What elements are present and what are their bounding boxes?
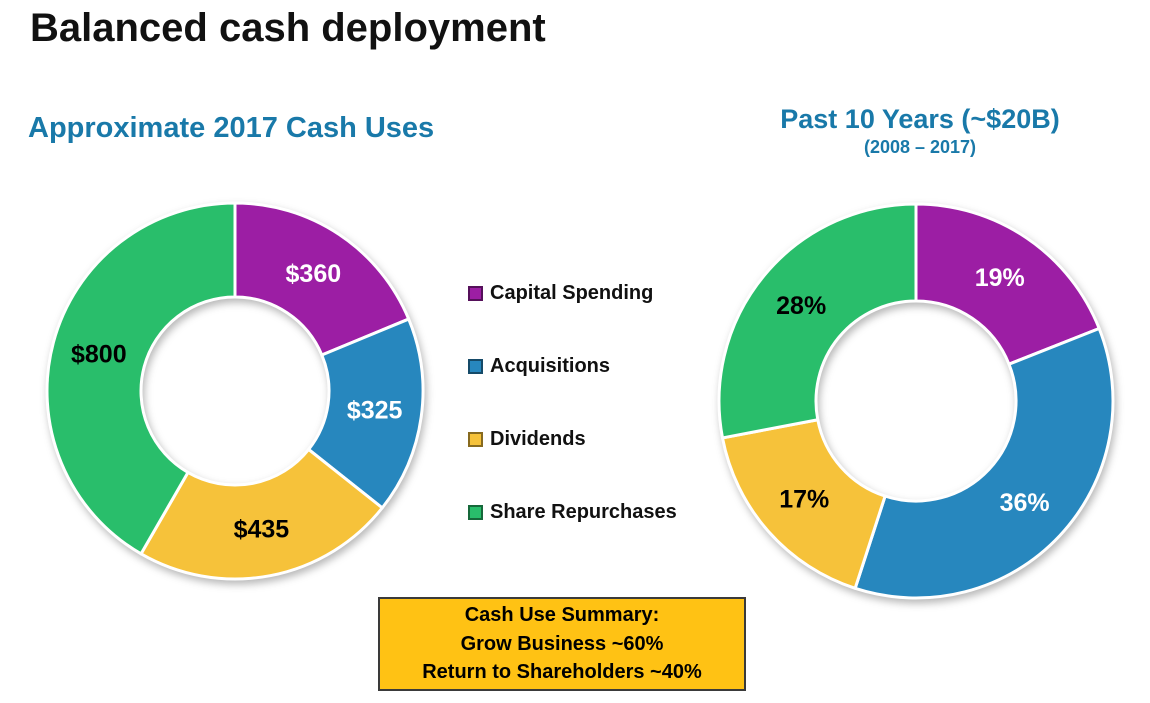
donut-label-acquisitions: 36% [1000,489,1050,517]
summary-line-2: Grow Business ~60% [460,632,664,655]
right-chart-title-block: Past 10 Years (~$20B) (2008 – 2017) [718,104,1122,158]
donut-slice-share-repurchases [717,202,918,440]
donut-label-dividends: $435 [234,516,290,544]
capital-spending-swatch-icon [468,286,483,301]
acquisitions-swatch-icon [468,359,483,374]
donut-slice-capital-spending [914,202,1101,366]
legend-label: Capital Spending [490,282,654,304]
legend-item-acquisitions: Acquisitions [468,355,677,378]
legend-label: Acquisitions [490,355,611,377]
donut-label-capital-spending: $360 [286,260,342,288]
donut-label-acquisitions: $325 [347,397,403,425]
donut-label-share-repurchases: 28% [776,292,826,320]
legend-item-dividends: Dividends [468,428,677,451]
right-chart-subtitle: (2008 – 2017) [863,137,977,157]
donut-slice-dividends [139,447,384,581]
legend-label: Share Repurchases [490,501,677,523]
slide-title: Balanced cash deployment [30,6,546,50]
cash-use-summary-box: Cash Use Summary: Grow Business ~60% Ret… [378,597,746,691]
left-chart-title: Approximate 2017 Cash Uses [28,112,435,144]
donut-slice-share-repurchases [45,201,237,556]
donut-slice-capital-spending [233,201,411,357]
summary-line-1: Cash Use Summary: [464,604,660,627]
donut-label-capital-spending: 19% [975,264,1025,292]
summary-line-3: Return to Shareholders ~40% [422,661,702,684]
donut-slice-dividends [720,418,887,590]
donut-slice-acquisitions [307,317,425,510]
legend-label: Dividends [490,428,586,450]
dividends-swatch-icon [468,432,483,447]
chart-legend: Capital Spending Acquisitions Dividends … [468,282,677,524]
donut-chart-2017-cash-uses: $360 $325 $435 $800 [45,201,425,581]
donut-label-share-repurchases: $800 [71,341,127,369]
legend-item-capital-spending: Capital Spending [468,282,677,305]
donut-label-dividends: 17% [779,486,829,514]
share-repurchases-swatch-icon [468,505,483,520]
right-chart-title: Past 10 Years (~$20B) [780,104,1060,134]
legend-item-share-repurchases: Share Repurchases [468,501,677,524]
donut-slice-acquisitions [853,326,1115,600]
donut-chart-past-10-years: 19% 36% 17% 28% [717,202,1115,600]
